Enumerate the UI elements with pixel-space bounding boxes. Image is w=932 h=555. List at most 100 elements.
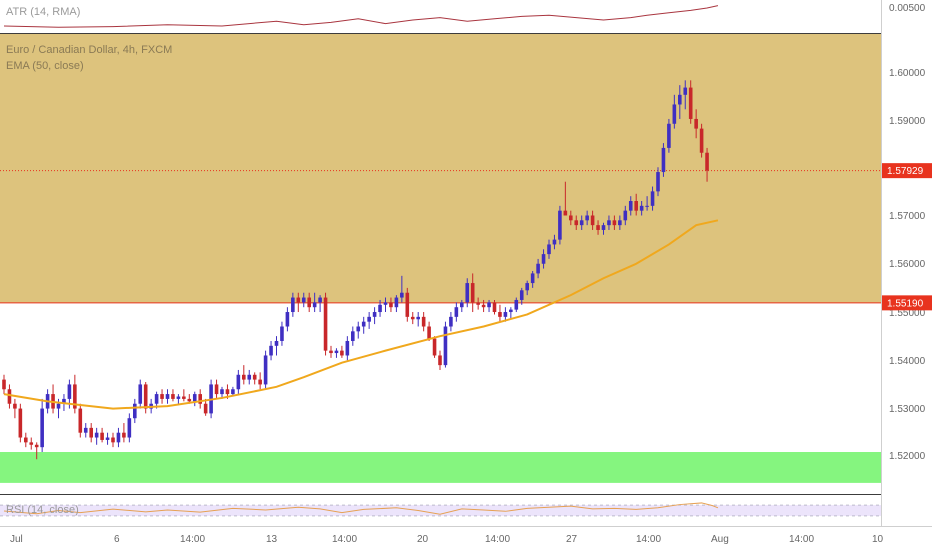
candle: [329, 345, 333, 358]
candle-body: [585, 215, 589, 221]
candle-body: [220, 389, 224, 395]
candle-body: [618, 220, 622, 226]
candle: [7, 384, 12, 409]
candle: [421, 312, 426, 332]
candle-body: [563, 210, 568, 216]
candle: [105, 432, 110, 445]
time-tick-label: 14:00: [789, 534, 814, 545]
symbol-legend[interactable]: Euro / Canadian Dollar, 4h, FXCM: [6, 44, 172, 56]
candle-body: [410, 316, 415, 320]
candle-body: [672, 104, 677, 124]
candle: [705, 147, 709, 182]
candle-body: [247, 374, 252, 380]
candle-body: [318, 297, 322, 303]
candle-body: [661, 147, 666, 173]
candle: [400, 275, 404, 303]
candle-body: [2, 379, 6, 390]
candle: [340, 345, 344, 358]
time-tick-label: 27: [566, 534, 578, 545]
candle: [432, 336, 437, 358]
candle-body: [432, 338, 437, 356]
atr-legend[interactable]: ATR (14, RMA): [6, 6, 80, 18]
candle: [116, 427, 121, 448]
time-tick-label: 13: [266, 534, 278, 545]
candle: [498, 304, 502, 322]
price-tick-label: 1.60000: [889, 68, 926, 79]
candle: [650, 186, 655, 211]
candle: [160, 389, 164, 404]
candle-body: [525, 283, 529, 291]
candle-body: [122, 432, 126, 438]
candle-body: [699, 128, 704, 153]
candle: [438, 350, 442, 370]
candle: [661, 143, 666, 177]
candle-body: [127, 418, 132, 438]
candle-body: [301, 297, 306, 303]
candle-body: [558, 210, 562, 240]
candle-body: [40, 408, 44, 448]
rsi-layer: [0, 502, 881, 517]
candle: [623, 205, 628, 226]
candle-body: [340, 350, 344, 356]
price-tick-label: 1.57000: [889, 211, 926, 222]
candle: [367, 312, 371, 329]
candle-body: [171, 394, 175, 399]
candle: [89, 423, 93, 443]
candle: [73, 374, 77, 414]
candle: [612, 215, 617, 230]
candle: [569, 210, 573, 226]
candle: [476, 297, 480, 310]
candle-body: [394, 297, 399, 308]
candle: [410, 312, 415, 325]
candle-body: [67, 384, 72, 399]
candle: [699, 123, 704, 158]
candle-body: [18, 408, 23, 438]
ema-legend[interactable]: EMA (50, close): [6, 60, 84, 72]
candle-body: [356, 326, 361, 332]
candle: [258, 372, 262, 390]
zones-layer: [0, 34, 881, 483]
candle: [345, 336, 350, 361]
candle-body: [73, 384, 77, 409]
price-tick-label: 1.52000: [889, 451, 926, 462]
candle-body: [503, 312, 508, 317]
candle-body: [650, 191, 655, 206]
candle: [214, 379, 219, 399]
candle: [220, 386, 224, 399]
candle-body: [678, 94, 682, 105]
candle: [634, 193, 638, 216]
candle-body: [492, 302, 497, 313]
price-axis-area[interactable]: [881, 0, 932, 550]
candle: [394, 295, 399, 313]
candle: [361, 316, 366, 334]
candle-body: [443, 326, 448, 366]
candle-body: [269, 345, 273, 356]
candle: [274, 336, 279, 356]
candle-body: [470, 283, 475, 303]
last-price-label: 1.57929: [887, 166, 924, 177]
candle: [263, 350, 268, 390]
candle-body: [579, 220, 584, 226]
ema-line: [3, 219, 719, 410]
candle-body: [607, 220, 611, 226]
candle: [601, 222, 606, 235]
candle: [285, 307, 290, 332]
candle-body: [258, 379, 262, 385]
price-tick-label: 1.53000: [889, 404, 926, 415]
candle-body: [536, 263, 540, 274]
candle: [34, 442, 39, 460]
candle-body: [400, 292, 404, 298]
candle-body: [449, 316, 453, 327]
candle: [389, 297, 393, 313]
time-tick-label: 14:00: [180, 534, 205, 545]
candle-body: [476, 302, 480, 305]
time-tick-label: Jul: [10, 534, 23, 545]
candle: [530, 270, 535, 288]
candle-body: [154, 394, 159, 404]
candle: [519, 287, 524, 305]
rsi-legend[interactable]: RSI (14, close): [6, 504, 79, 516]
candle-body: [688, 87, 693, 119]
candle-body: [596, 225, 600, 230]
